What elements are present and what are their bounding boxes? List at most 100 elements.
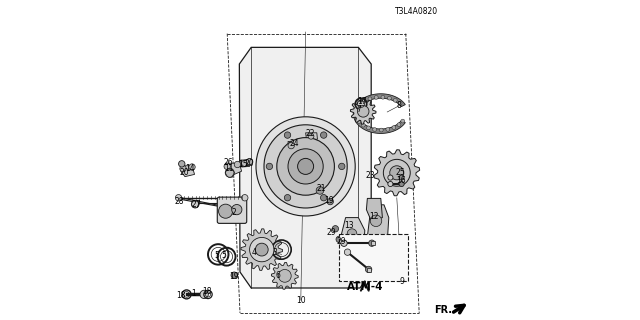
Circle shape	[386, 127, 390, 131]
Polygon shape	[271, 262, 298, 289]
Circle shape	[298, 158, 314, 174]
Circle shape	[341, 240, 347, 246]
Circle shape	[266, 163, 273, 170]
Circle shape	[234, 161, 241, 168]
Circle shape	[401, 119, 404, 123]
Circle shape	[351, 251, 360, 261]
Text: 24: 24	[289, 139, 300, 148]
Polygon shape	[306, 133, 317, 140]
Text: 4: 4	[252, 248, 257, 257]
Text: ATM-4: ATM-4	[346, 282, 383, 292]
Text: 7: 7	[356, 105, 361, 114]
Text: 29: 29	[326, 228, 337, 237]
Circle shape	[367, 126, 371, 130]
Text: 3: 3	[273, 248, 278, 257]
Polygon shape	[181, 166, 195, 177]
Circle shape	[242, 195, 248, 201]
Circle shape	[368, 97, 372, 101]
Circle shape	[370, 215, 381, 227]
Circle shape	[383, 159, 410, 186]
Circle shape	[381, 95, 385, 99]
Circle shape	[225, 168, 234, 177]
Circle shape	[232, 204, 242, 215]
Polygon shape	[366, 198, 383, 221]
Circle shape	[277, 138, 335, 195]
Polygon shape	[351, 99, 376, 124]
Polygon shape	[288, 141, 301, 150]
Circle shape	[390, 166, 404, 180]
FancyArrowPatch shape	[454, 305, 464, 313]
Text: 23: 23	[365, 171, 376, 180]
Circle shape	[264, 125, 348, 208]
Text: 9: 9	[399, 277, 404, 286]
Circle shape	[344, 249, 351, 255]
Text: 11: 11	[224, 164, 234, 173]
Text: 5: 5	[221, 252, 227, 260]
Circle shape	[372, 237, 383, 249]
Text: 14: 14	[186, 164, 195, 173]
Text: 29: 29	[337, 237, 346, 246]
Bar	[339, 234, 408, 281]
Polygon shape	[239, 47, 371, 288]
Circle shape	[374, 96, 378, 100]
Circle shape	[308, 133, 314, 139]
Circle shape	[231, 272, 237, 278]
Circle shape	[388, 181, 393, 187]
Polygon shape	[241, 229, 283, 270]
Circle shape	[180, 165, 186, 172]
Circle shape	[357, 106, 369, 117]
Text: 10: 10	[296, 296, 306, 305]
Circle shape	[362, 100, 366, 103]
Text: 20: 20	[244, 159, 255, 168]
Text: 28: 28	[175, 197, 184, 206]
Text: FR.: FR.	[434, 305, 452, 315]
Circle shape	[365, 266, 372, 273]
Bar	[371, 241, 375, 245]
Text: 25: 25	[396, 168, 406, 177]
Text: 21: 21	[317, 184, 326, 193]
Circle shape	[362, 123, 365, 127]
Circle shape	[224, 163, 230, 170]
Circle shape	[278, 269, 291, 282]
Circle shape	[179, 161, 185, 167]
Circle shape	[256, 117, 355, 216]
Circle shape	[372, 128, 376, 132]
Circle shape	[200, 290, 209, 299]
Text: 26: 26	[224, 158, 234, 167]
Circle shape	[327, 198, 333, 205]
Text: 2: 2	[231, 208, 236, 217]
Circle shape	[255, 243, 268, 256]
Text: 1: 1	[191, 289, 196, 298]
Circle shape	[388, 175, 393, 180]
Text: 19: 19	[229, 272, 239, 281]
Text: 17: 17	[356, 97, 367, 106]
Polygon shape	[241, 160, 250, 167]
Text: 22: 22	[305, 129, 314, 138]
FancyBboxPatch shape	[218, 197, 247, 223]
Circle shape	[399, 175, 404, 180]
Circle shape	[355, 111, 358, 115]
Text: 5: 5	[214, 252, 220, 260]
Polygon shape	[374, 150, 420, 196]
Circle shape	[284, 132, 291, 138]
Circle shape	[250, 237, 274, 262]
Circle shape	[399, 181, 404, 187]
Circle shape	[336, 236, 342, 243]
Circle shape	[242, 160, 248, 166]
Text: 27: 27	[192, 200, 202, 209]
Circle shape	[191, 200, 199, 208]
Circle shape	[369, 240, 375, 246]
Circle shape	[398, 101, 402, 105]
Circle shape	[355, 116, 359, 119]
Circle shape	[355, 107, 359, 111]
Text: 13: 13	[344, 221, 354, 230]
Circle shape	[332, 226, 339, 232]
Polygon shape	[340, 218, 365, 278]
Circle shape	[189, 164, 195, 170]
Text: 18: 18	[203, 287, 212, 296]
Polygon shape	[226, 163, 242, 175]
Circle shape	[397, 123, 401, 127]
Text: T3L4A0820: T3L4A0820	[396, 7, 438, 16]
Circle shape	[358, 103, 362, 107]
Bar	[367, 268, 371, 272]
